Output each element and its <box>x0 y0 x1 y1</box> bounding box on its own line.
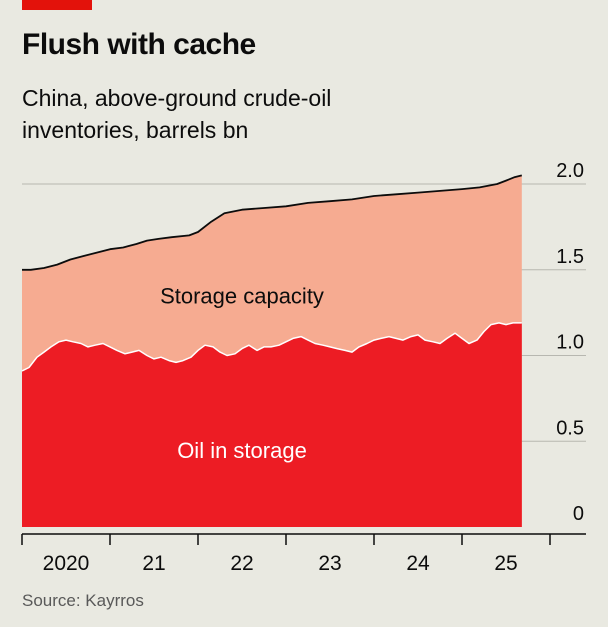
x-tick-label: 23 <box>318 552 341 575</box>
chart-areas <box>22 175 522 527</box>
x-tick-label: 24 <box>406 552 430 575</box>
y-tick-label: 1.0 <box>556 332 584 354</box>
x-tick-label: 21 <box>142 552 165 575</box>
x-tick-label: 22 <box>230 552 253 575</box>
series-line-oil-in-storage <box>21 322 522 372</box>
brand-accent-bar <box>22 0 92 10</box>
chart-labels: 0 0.5 1.0 1.5 2.0 Storage capacity Oil in stor… <box>160 160 584 525</box>
chart-title: Flush with cache <box>22 28 256 61</box>
y-tick-label: 2.0 <box>556 160 584 182</box>
x-tick-label: 2020 <box>43 552 90 575</box>
source-note: Source: Kayrros <box>22 591 144 610</box>
x-axis: 2020 21 22 23 24 25 <box>21 533 586 575</box>
x-tick-label: 25 <box>494 552 517 575</box>
series-area-oil-in-storage <box>22 322 522 527</box>
area-label: Oil in storage <box>177 438 307 463</box>
y-tick-label: 1.5 <box>556 246 584 268</box>
y-tick-label: 0 <box>573 503 584 525</box>
chart-subtitle: China, above-ground crude-oil inventorie… <box>22 85 332 143</box>
series-line-storage-capacity <box>22 174 523 271</box>
area-label: Storage capacity <box>160 283 324 308</box>
chart-lines <box>21 174 523 372</box>
y-tick-label: 0.5 <box>556 417 584 439</box>
